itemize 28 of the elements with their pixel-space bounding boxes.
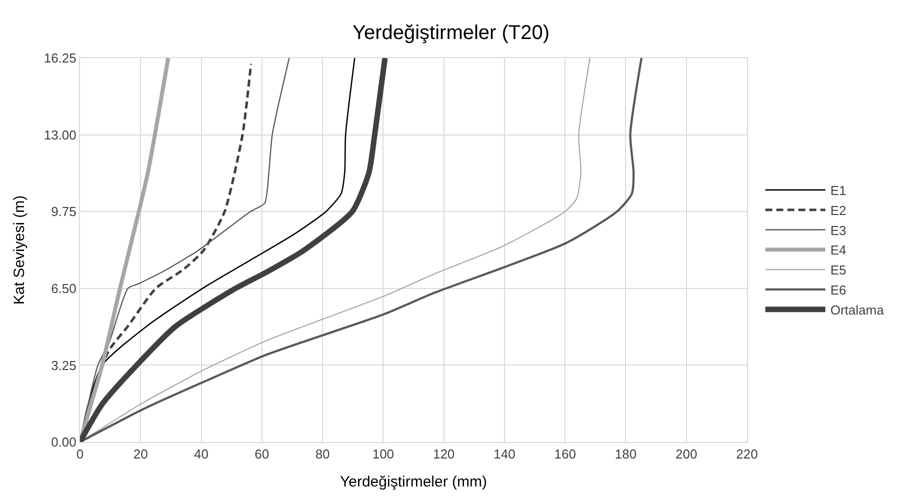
x-tick-label: 200 <box>676 446 698 462</box>
x-tick-label: 140 <box>494 446 516 462</box>
x-tick-label: 20 <box>133 446 148 462</box>
y-tick-label: 9.75 <box>51 204 76 220</box>
x-tick-label: 0 <box>76 446 84 462</box>
y-axis-title: Kat Seviyesi (m) <box>11 195 28 305</box>
legend-label: E1 <box>830 183 846 198</box>
y-tick-label: 13.00 <box>44 127 76 142</box>
legend-label: E2 <box>830 202 846 218</box>
y-tick-label: 6.50 <box>51 280 76 296</box>
y-tick-label: 16.25 <box>44 50 76 66</box>
y-tick-label: 3.25 <box>51 358 76 373</box>
x-tick-label: 220 <box>736 446 758 462</box>
x-tick-label: 160 <box>554 446 576 462</box>
legend-label: Ortalama <box>830 302 885 318</box>
x-tick-label: 40 <box>194 446 209 462</box>
x-axis-title: Yerdeğiştirmeler (mm) <box>340 474 487 491</box>
legend-label: E6 <box>830 282 846 298</box>
x-tick-label: 80 <box>315 446 330 462</box>
legend-label: E5 <box>830 262 846 278</box>
legend-label: E4 <box>830 242 846 258</box>
x-tick-label: 120 <box>432 446 455 462</box>
x-tick-label: 180 <box>614 446 637 462</box>
chart-title: Yerdeğiştirmeler (T20) <box>352 22 550 44</box>
legend-label: E3 <box>830 222 846 238</box>
x-tick-label: 100 <box>372 446 394 462</box>
x-tick-label: 60 <box>254 446 270 462</box>
y-tick-label: 0.00 <box>51 434 76 450</box>
